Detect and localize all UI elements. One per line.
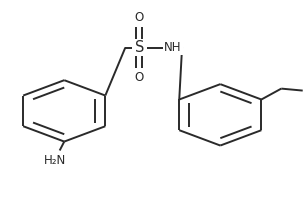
Text: O: O xyxy=(135,11,144,24)
Text: O: O xyxy=(135,71,144,84)
Text: NH: NH xyxy=(164,41,182,54)
Text: S: S xyxy=(135,40,144,55)
Text: H₂N: H₂N xyxy=(44,154,66,168)
